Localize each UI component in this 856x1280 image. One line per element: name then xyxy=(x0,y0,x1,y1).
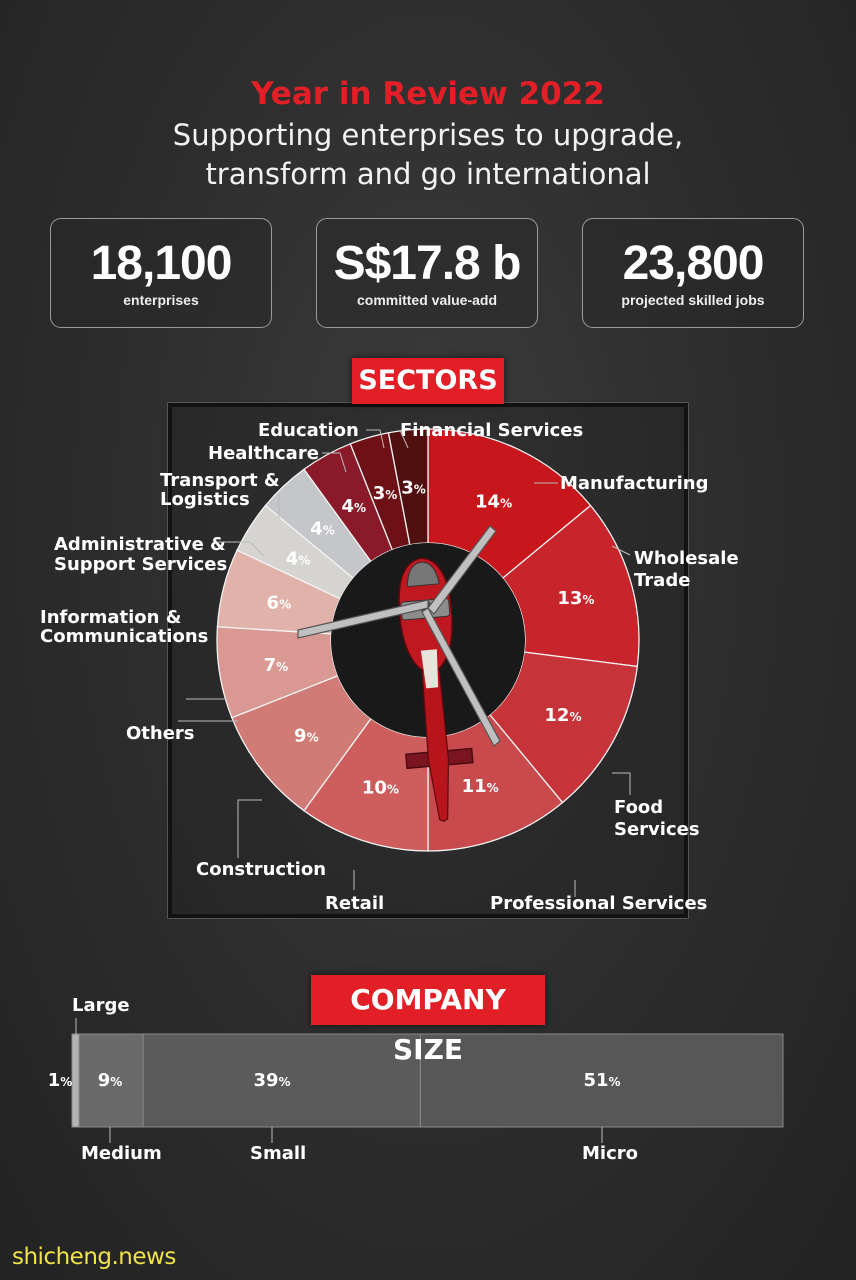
leader-line xyxy=(399,429,409,449)
pie-category-label: Professional Services xyxy=(490,893,707,914)
kpi-value-add: S$17.8 b committed value-add xyxy=(316,218,538,328)
kpi-enterprises: 18,100 enterprises xyxy=(50,218,272,328)
pie-value-label: 7% xyxy=(264,655,289,676)
pie-value-label: 10% xyxy=(362,777,399,798)
pie-category-label: Transport & Logistics xyxy=(160,470,280,510)
leader-line xyxy=(237,799,262,858)
sectors-heading: SECTORS xyxy=(352,358,504,404)
size-value-label: 51% xyxy=(583,1070,620,1091)
subtitle-line-2: transform and go international xyxy=(205,157,651,191)
size-segment-large xyxy=(71,1033,80,1128)
pie-category-label: Food Services xyxy=(614,797,700,840)
subtitle-line-1: Supporting enterprises to upgrade, xyxy=(172,118,684,152)
pie-category-label: Administrative & Support Services xyxy=(54,534,227,575)
pie-value-label: 11% xyxy=(462,776,499,797)
helicopter-illustration xyxy=(297,525,501,822)
pie-category-label: Construction xyxy=(196,859,326,880)
size-segment-small xyxy=(142,1033,421,1128)
leader-line xyxy=(612,772,631,795)
size-segment-micro xyxy=(419,1033,784,1128)
pie-value-label: 3% xyxy=(401,478,426,499)
pie-value-label: 14% xyxy=(475,492,512,513)
pie-value-label: 9% xyxy=(294,725,319,746)
leader-line xyxy=(366,429,385,449)
kpi-value: 18,100 xyxy=(90,237,233,290)
kpi-value: S$17.8 b xyxy=(333,237,522,290)
kpi-label: projected skilled jobs xyxy=(621,292,765,308)
leader-line xyxy=(611,545,631,556)
company-size-heading: COMPANY SIZE xyxy=(311,975,545,1066)
kpi-value: 23,800 xyxy=(622,237,765,290)
pie-value-label: 4% xyxy=(342,496,367,517)
pie-value-label: 12% xyxy=(544,705,581,726)
pie-category-label: Others xyxy=(126,723,195,744)
size-category-label: Medium xyxy=(81,1143,162,1164)
pie-category-label: Education xyxy=(258,420,359,441)
kpi-label: enterprises xyxy=(123,292,199,308)
pie-value-label: 4% xyxy=(310,519,335,540)
page-title: Year in Review 2022 xyxy=(251,76,605,112)
pie-category-label: Information & Communications xyxy=(40,607,208,647)
kpi-label: committed value-add xyxy=(356,292,498,308)
size-value-label: 9% xyxy=(98,1070,123,1091)
size-category-label: Small xyxy=(250,1143,306,1164)
pie-category-label: Financial Services xyxy=(400,420,583,441)
watermark: shicheng.news xyxy=(12,1244,176,1270)
leader-line xyxy=(322,452,347,473)
pie-value-label: 4% xyxy=(286,548,311,569)
size-value-label: 1% xyxy=(48,1070,73,1091)
pie-category-label: Retail xyxy=(325,893,384,914)
pie-value-label: 3% xyxy=(373,483,398,504)
sector-labels: 14% 13% 12% 11% 10% 9% 7% 6% 4% 4% 4% 3% 3% Manufactu… xyxy=(40,420,739,914)
pie-category-label: Wholesale Trade xyxy=(634,548,739,591)
company-size-bar: 1% 9% 39% 51% Large Medium Small Micro xyxy=(48,995,784,1164)
pie-category-label: Healthcare xyxy=(208,443,319,464)
size-value-label: 39% xyxy=(253,1070,290,1091)
pie-category-label: Manufacturing xyxy=(560,473,709,494)
size-category-label: Micro xyxy=(582,1143,638,1164)
kpi-skilled-jobs: 23,800 projected skilled jobs xyxy=(582,218,804,328)
pie-value-label: 6% xyxy=(267,593,292,614)
size-segment-medium xyxy=(78,1033,144,1128)
size-category-label: Large xyxy=(72,995,130,1016)
leader-line xyxy=(218,541,265,557)
pie-value-label: 13% xyxy=(557,588,594,609)
